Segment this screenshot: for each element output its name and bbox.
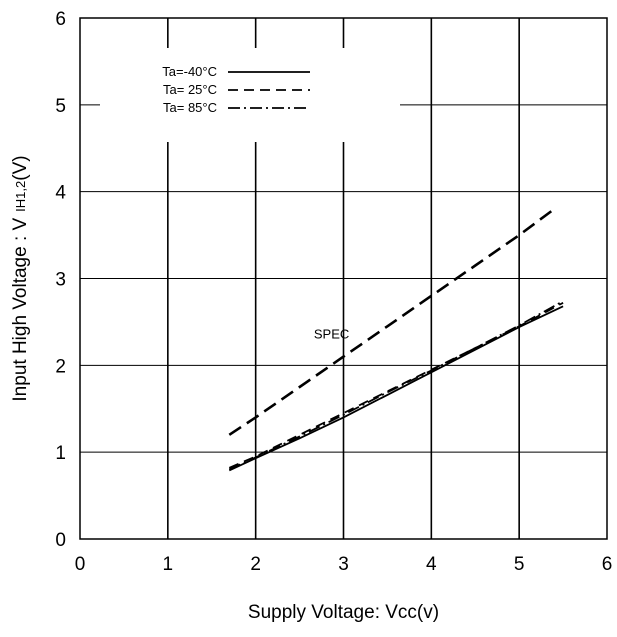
y-tick-label: 4 (55, 183, 66, 204)
annotation-label: SPEC (314, 327, 349, 342)
y-axis-title-unit: (V) (10, 155, 31, 180)
series-line (228, 305, 564, 472)
x-tick-label: 5 (514, 554, 525, 575)
y-tick-label: 6 (55, 9, 66, 30)
x-tick-label: 4 (426, 554, 437, 575)
tick-labels: 0 1 2 3 4 5 6 0 1 2 3 4 5 6 (55, 9, 612, 575)
legend-background (100, 48, 400, 142)
y-tick-label: 5 (55, 96, 66, 117)
series-line (228, 300, 564, 471)
series-line (228, 302, 564, 469)
y-axis-title-sub: IH1,2 (13, 181, 28, 212)
y-tick-label: 1 (55, 443, 66, 464)
legend-label: Ta=-40°C (162, 64, 217, 79)
y-tick-label: 3 (55, 270, 66, 291)
legend-label: Ta= 85°C (163, 100, 217, 115)
annotations: SPEC (314, 327, 349, 342)
legend-label: Ta= 25°C (163, 82, 217, 97)
y-tick-label: 0 (55, 530, 66, 551)
x-tick-label: 6 (602, 554, 613, 575)
y-axis-title-main: Input High Voltage : V (10, 217, 31, 401)
x-tick-label: 3 (338, 554, 349, 575)
series-lines (228, 207, 564, 472)
y-tick-label: 2 (55, 356, 66, 377)
series-line (228, 207, 556, 436)
x-tick-label: 2 (250, 554, 261, 575)
plot-border (79, 17, 608, 540)
legend: Ta=-40°C Ta= 25°C Ta= 85°C (162, 64, 310, 115)
x-tick-label: 1 (163, 554, 174, 575)
x-axis-title: Supply Voltage: Vcc(v) (248, 602, 439, 623)
x-tick-label: 0 (75, 554, 86, 575)
y-axis-title: Input High Voltage : V IH1,2(V) (10, 155, 31, 401)
